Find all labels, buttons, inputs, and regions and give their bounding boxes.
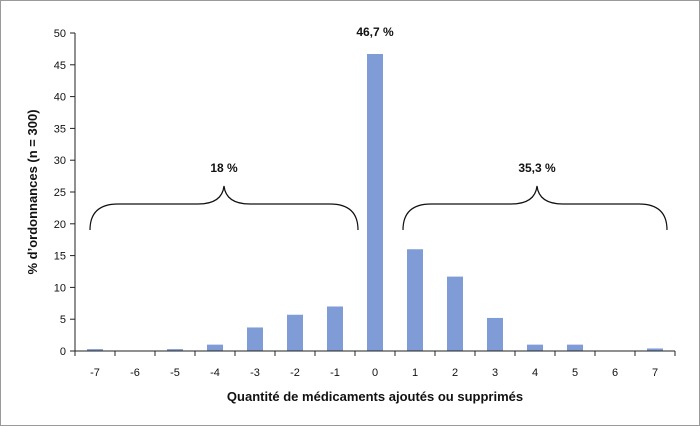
bar (647, 348, 663, 351)
bar (567, 344, 583, 351)
x-tick-label: 5 (572, 367, 578, 379)
y-tick-label: 40 (54, 92, 66, 104)
bar (527, 344, 543, 351)
x-tick-label: 3 (492, 367, 498, 379)
bar (447, 276, 463, 351)
x-axis-ticks: -7 -6 -5 -4 -3 -2 -1 0 1 2 3 4 5 6 7 (74, 351, 676, 379)
y-axis-title: % d’ordonnances (n = 300) (25, 109, 40, 274)
bar (487, 317, 503, 351)
x-tick-label: 4 (532, 367, 538, 379)
brace-negative-range (89, 185, 359, 231)
bar (327, 306, 343, 351)
x-axis-title: Quantité de médicaments ajoutés ou suppr… (227, 389, 523, 404)
bar (247, 327, 263, 351)
y-tick-label: 50 (54, 28, 66, 40)
x-tick-label: 2 (452, 367, 458, 379)
x-tick-label: -1 (330, 367, 340, 379)
x-tick-label: 6 (612, 367, 618, 379)
x-tick-label: -4 (210, 367, 220, 379)
x-tick-label: -6 (130, 367, 140, 379)
bar (367, 53, 383, 351)
bar (87, 349, 103, 351)
y-tick-label: 30 (54, 155, 66, 167)
annotation-negative-total: 18 % (210, 161, 238, 175)
x-tick-label: -3 (250, 367, 260, 379)
y-tick-label: 10 (54, 282, 66, 294)
bar (167, 349, 183, 351)
y-tick-label: 5 (60, 314, 66, 326)
x-tick-label: -5 (170, 367, 180, 379)
bar (287, 314, 303, 351)
y-tick-label: 0 (60, 346, 66, 358)
annotation-peak-value: 46,7 % (356, 25, 394, 39)
y-tick-label: 35 (54, 123, 66, 135)
x-tick-label: 7 (652, 367, 658, 379)
y-tick-label: 45 (54, 60, 66, 72)
y-axis-ticks: 0 5 10 15 20 25 30 35 40 45 50 (54, 28, 75, 358)
annotation-positive-total: 35,3 % (518, 161, 556, 175)
bar-series (87, 53, 663, 351)
y-tick-label: 20 (54, 219, 66, 231)
x-tick-label: 1 (412, 367, 418, 379)
bar (407, 249, 423, 351)
y-tick-label: 25 (54, 187, 66, 199)
x-tick-label: 0 (372, 367, 378, 379)
x-tick-label: -7 (90, 367, 100, 379)
x-tick-label: -2 (290, 367, 300, 379)
brace-positive-range (402, 185, 668, 231)
y-tick-label: 15 (54, 251, 66, 263)
bar (207, 344, 223, 351)
